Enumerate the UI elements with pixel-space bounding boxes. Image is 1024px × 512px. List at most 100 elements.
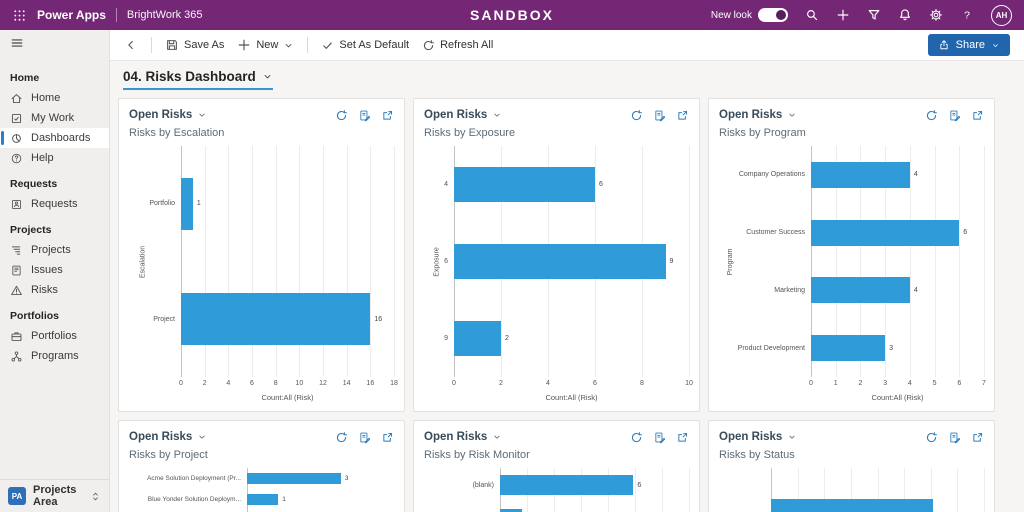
gear-icon[interactable]	[929, 8, 943, 22]
gridline	[275, 146, 277, 377]
bar-value-label: 4	[913, 286, 918, 294]
help-icon[interactable]	[960, 8, 974, 22]
avatar[interactable]: AH	[991, 4, 1012, 26]
sidebar-section-header: Requests	[10, 178, 58, 190]
save-as-button[interactable]: Save As	[165, 38, 224, 52]
bar[interactable]	[454, 321, 501, 356]
search-icon[interactable]	[805, 8, 819, 22]
my-work-icon	[10, 112, 23, 125]
bar[interactable]	[454, 244, 666, 279]
refresh-icon[interactable]	[630, 109, 643, 122]
expand-icon[interactable]	[971, 109, 984, 122]
x-tick-label: 10	[295, 380, 304, 387]
new-button[interactable]: New	[237, 38, 294, 52]
hamburger-icon[interactable]	[0, 30, 109, 56]
chart-row: Project 16	[129, 262, 394, 378]
category-label: Marketing	[774, 286, 805, 294]
chevron-down-icon	[197, 432, 207, 442]
bar[interactable]	[811, 277, 910, 304]
sidebar-item-requests[interactable]: Requests	[0, 194, 109, 214]
sidebar-item-programs[interactable]: Programs	[0, 346, 109, 366]
chart-row: (blank) 6	[424, 468, 689, 502]
refresh-icon[interactable]	[630, 431, 643, 444]
card-title: Open Risks	[129, 109, 193, 121]
view-records-icon[interactable]	[948, 109, 961, 122]
view-records-icon[interactable]	[358, 109, 371, 122]
x-tick-label: 12	[319, 380, 327, 387]
bar[interactable]	[247, 494, 279, 505]
filter-icon[interactable]	[867, 8, 881, 22]
sidebar-item-projects[interactable]: Projects	[0, 240, 109, 260]
gridline	[689, 468, 690, 512]
expand-icon[interactable]	[381, 431, 394, 444]
bar[interactable]	[500, 509, 523, 512]
expand-icon[interactable]	[381, 109, 394, 122]
back-button[interactable]	[124, 38, 138, 52]
share-button[interactable]: Share	[927, 34, 1010, 56]
dashboard-selector[interactable]: 04. Risks Dashboard	[123, 69, 273, 90]
card-title-dropdown[interactable]: Open Risks	[719, 109, 797, 121]
app-name[interactable]: Power Apps	[37, 8, 106, 22]
sidebar-item-risks[interactable]: Risks	[0, 280, 109, 300]
bell-icon[interactable]	[898, 8, 912, 22]
portfolios-icon	[10, 330, 23, 343]
bar[interactable]	[181, 293, 371, 346]
x-tick-label: 0	[809, 380, 813, 387]
expand-icon[interactable]	[676, 109, 689, 122]
expand-icon[interactable]	[676, 431, 689, 444]
bar[interactable]	[811, 219, 960, 246]
refresh-icon[interactable]	[925, 109, 938, 122]
new-look-toggle[interactable]	[758, 8, 788, 22]
x-tick-label: 0	[179, 380, 183, 387]
card-title-dropdown[interactable]: Open Risks	[129, 109, 207, 121]
category-label: Company Operations	[738, 171, 805, 179]
view-records-icon[interactable]	[653, 109, 666, 122]
chart-row: Customer Success 6	[719, 204, 984, 262]
bar-value-label: 2	[505, 335, 509, 342]
dashboards-icon	[10, 132, 23, 145]
view-records-icon[interactable]	[358, 431, 371, 444]
view-records-icon[interactable]	[653, 431, 666, 444]
sidebar-item-label: Projects	[31, 244, 71, 256]
sidebar-item-help[interactable]: Help	[0, 148, 109, 168]
view-records-icon[interactable]	[948, 431, 961, 444]
expand-icon[interactable]	[971, 431, 984, 444]
bar[interactable]	[811, 161, 910, 188]
bar[interactable]	[771, 499, 933, 512]
divider	[307, 37, 309, 53]
bar[interactable]	[500, 475, 634, 495]
environment-name[interactable]: BrightWork 365	[126, 9, 203, 21]
sidebar-item-issues[interactable]: Issues	[0, 260, 109, 280]
refresh-icon[interactable]	[335, 431, 348, 444]
waffle-icon[interactable]	[12, 8, 27, 23]
chart-row	[424, 502, 689, 512]
gridline	[346, 146, 348, 377]
sidebar-item-portfolios[interactable]: Portfolios	[0, 326, 109, 346]
add-icon[interactable]	[836, 8, 850, 22]
x-axis-title: Count:All (Risk)	[261, 393, 314, 402]
refresh-all-button[interactable]: Refresh All	[422, 39, 493, 52]
bar[interactable]	[811, 335, 886, 362]
bar[interactable]	[247, 473, 341, 484]
bar-value-label: 3	[889, 344, 894, 352]
x-tick-label: 10	[685, 380, 693, 387]
chevron-down-icon	[197, 110, 207, 120]
gridline	[299, 146, 301, 377]
x-tick-label: 5	[932, 380, 937, 387]
set-as-default-button[interactable]: Set As Default	[321, 39, 409, 52]
sidebar-item-home[interactable]: Home	[0, 88, 109, 108]
gridline	[370, 146, 372, 377]
sidebar-item-my-work[interactable]: My Work	[0, 108, 109, 128]
card-title-dropdown[interactable]: Open Risks	[129, 431, 207, 443]
card-title-dropdown[interactable]: Open Risks	[719, 431, 797, 443]
refresh-icon[interactable]	[335, 109, 348, 122]
gridline	[322, 146, 324, 377]
refresh-icon[interactable]	[925, 431, 938, 444]
bar[interactable]	[181, 177, 193, 230]
card-title-dropdown[interactable]: Open Risks	[424, 109, 502, 121]
area-switcher[interactable]: PA Projects Area	[0, 479, 109, 512]
bar-value-label: 6	[637, 481, 642, 489]
card-title-dropdown[interactable]: Open Risks	[424, 431, 502, 443]
bar[interactable]	[454, 167, 595, 202]
sidebar-item-dashboards[interactable]: Dashboards	[0, 128, 109, 148]
